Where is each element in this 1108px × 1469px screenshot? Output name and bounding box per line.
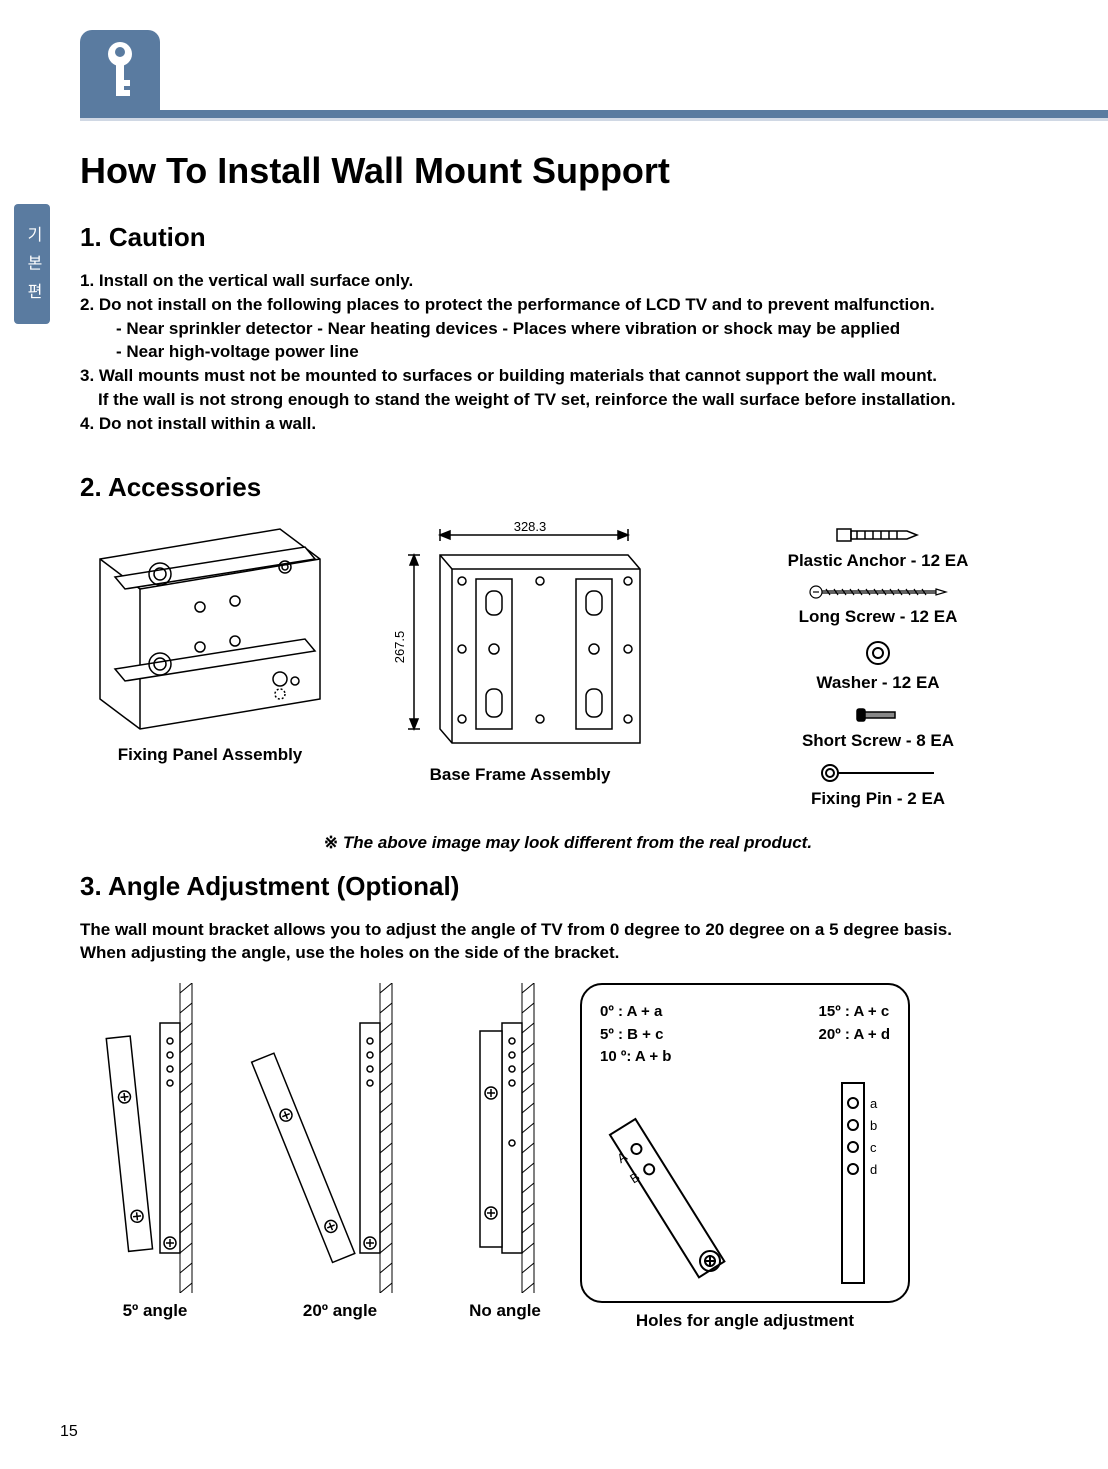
caution-item: 3. Wall mounts must not be mounted to su… (80, 364, 1056, 388)
combo-left: 0º : A + a 5º : B + c 10 º: A + b (600, 1001, 671, 1069)
page-title: How To Install Wall Mount Support (80, 150, 1056, 192)
angle-5-col: 5º angle (80, 983, 230, 1321)
hole-b: b (870, 1118, 877, 1133)
angle-20-label: 20º angle (303, 1301, 377, 1321)
hole-d: d (870, 1162, 877, 1177)
fixing-panel-col: Fixing Panel Assembly (80, 519, 340, 765)
combo-item: 5º : B + c (600, 1024, 671, 1047)
angle-20-diagram (250, 983, 430, 1293)
hw-label: Plastic Anchor - 12 EA (788, 551, 969, 571)
dim-width: 328.3 (514, 519, 547, 534)
fixing-pin-icon (818, 763, 938, 783)
fixing-panel-diagram (80, 519, 340, 739)
hole-a: a (870, 1096, 878, 1111)
hardware-list: Plastic Anchor - 12 EA Long Screw - 12 E… (700, 519, 1056, 815)
combo-right: 15º : A + c 20º : A + d (819, 1001, 890, 1069)
hole-c: c (870, 1140, 877, 1155)
caution-title: 1. Caution (80, 222, 1056, 253)
angle-none-label: No angle (469, 1301, 541, 1321)
hw-label: Short Screw - 8 EA (802, 731, 954, 751)
angle-none-col: No angle (450, 983, 560, 1321)
caution-item: 4. Do not install within a wall. (80, 412, 1056, 436)
caution-item: 2. Do not install on the following place… (80, 293, 1056, 317)
combo-item: 20º : A + d (819, 1024, 890, 1047)
long-screw-icon (808, 583, 948, 601)
base-frame-label: Base Frame Assembly (430, 765, 611, 785)
combo-item: 10 º: A + b (600, 1046, 671, 1069)
accessories-note: The above image may look different from … (80, 833, 1056, 853)
combo-item: 0º : A + a (600, 1001, 671, 1024)
header-shadow (80, 118, 1108, 121)
caution-item: 1. Install on the vertical wall surface … (80, 269, 1056, 293)
plastic-anchor-icon (833, 525, 923, 545)
angle-5-label: 5º angle (123, 1301, 188, 1321)
angle-none-diagram (450, 983, 560, 1293)
holes-box: 0º : A + a 5º : B + c 10 º: A + b 15º : … (580, 983, 910, 1303)
accessories-title: 2. Accessories (80, 472, 1056, 503)
caution-list: 1. Install on the vertical wall surface … (80, 269, 1056, 436)
hw-label: Long Screw - 12 EA (799, 607, 958, 627)
accessories-row: Fixing Panel Assembly 328.3 267.5 (80, 519, 1056, 815)
angle-5-diagram (80, 983, 230, 1293)
angle-row: 5º angle 20º angle (80, 983, 1056, 1331)
base-frame-diagram: 328.3 267.5 (380, 519, 660, 759)
angle-intro: The wall mount bracket allows you to adj… (80, 918, 1056, 966)
caution-subitem: - Near sprinkler detector - Near heating… (80, 317, 1056, 365)
page-number: 15 (60, 1423, 78, 1441)
angle-title: 3. Angle Adjustment (Optional) (80, 871, 1056, 902)
holes-col: 0º : A + a 5º : B + c 10 º: A + b 15º : … (580, 983, 910, 1331)
caution-subitem: If the wall is not strong enough to stan… (80, 388, 1056, 412)
washer-icon (861, 639, 895, 667)
key-icon (98, 40, 142, 100)
hw-label: Fixing Pin - 2 EA (811, 789, 945, 809)
dim-height: 267.5 (392, 630, 407, 663)
angle-20-col: 20º angle (250, 983, 430, 1321)
header-stripe (80, 110, 1108, 118)
holes-label: Holes for angle adjustment (636, 1311, 854, 1331)
section-icon-box (80, 30, 160, 110)
base-frame-col: 328.3 267.5 Base (380, 519, 660, 785)
side-tab: 기 본 편 (14, 204, 50, 324)
hw-label: Washer - 12 EA (816, 673, 939, 693)
fixing-panel-label: Fixing Panel Assembly (118, 745, 303, 765)
holes-diagram: a b c d A B (600, 1071, 894, 1291)
combo-item: 15º : A + c (819, 1001, 890, 1024)
short-screw-icon (853, 705, 903, 725)
